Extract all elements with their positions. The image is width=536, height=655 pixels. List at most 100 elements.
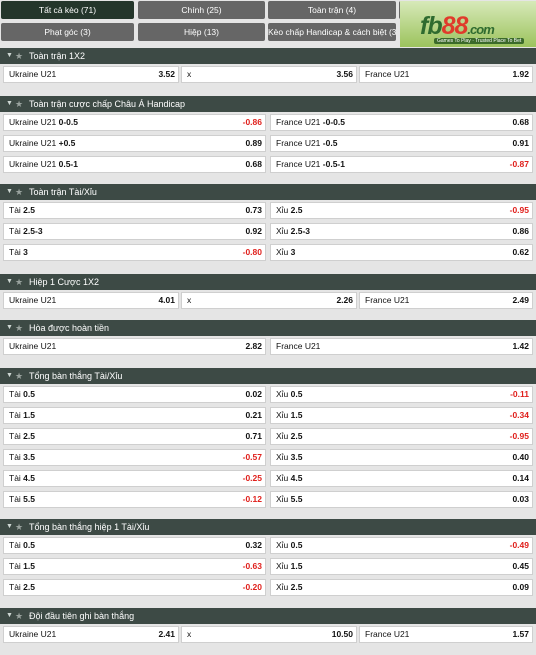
odds-value: -0.20 — [242, 582, 262, 592]
odds-value: 0.62 — [512, 247, 529, 257]
selection-label: Xỉu 2.5-3 — [276, 226, 311, 236]
odds-button[interactable]: Ukraine U21 4.01 — [3, 292, 179, 309]
odds-button[interactable]: Ukraine U21 2.41 — [3, 626, 179, 643]
odds-button[interactable]: Xỉu 1.5 0.45 — [270, 558, 533, 575]
collapse-arrow-icon[interactable]: ▼ — [6, 324, 13, 331]
selection-label: Xỉu 2.5 — [276, 431, 303, 441]
favorite-star-icon[interactable]: ★ — [15, 277, 24, 287]
section-header[interactable]: ▼ ★ Đội đầu tiên ghi bàn thắng — [0, 608, 536, 624]
odds-button[interactable]: Xỉu 2.5 -0.95 — [270, 202, 533, 219]
odds-button[interactable]: x 2.26 — [181, 292, 357, 309]
odds-button[interactable]: Tài 3 -0.80 — [3, 244, 266, 261]
odds-button[interactable]: x 3.56 — [181, 66, 357, 83]
odds-button[interactable]: Tài 0.5 0.02 — [3, 386, 266, 403]
odds-button[interactable]: Tài 2.5 0.71 — [3, 428, 266, 445]
odds-button[interactable]: Tài 4.5 -0.25 — [3, 470, 266, 487]
odds-value: -0.87 — [509, 159, 529, 169]
odds-button[interactable]: Xỉu 2.5-3 0.86 — [270, 223, 533, 240]
odds-button[interactable]: France U21 -0-0.5 0.68 — [270, 114, 533, 131]
section-title: Toàn trận cược chấp Châu Á Handicap — [29, 99, 186, 109]
collapse-arrow-icon[interactable]: ▼ — [6, 372, 13, 379]
selection-label: France U21 -0.5-1 — [276, 159, 345, 169]
handicap-line: 5.5 — [20, 494, 35, 504]
odds-value: 0.45 — [512, 561, 529, 571]
odds-button[interactable]: Tài 0.5 0.32 — [3, 537, 266, 554]
odds-button[interactable]: Xỉu 2.5 0.09 — [270, 579, 533, 596]
selection-label: France U21 — [365, 69, 410, 79]
odds-button[interactable]: Tài 2.5 -0.20 — [3, 579, 266, 596]
odds-button[interactable]: Ukraine U21 0-0.5 -0.86 — [3, 114, 266, 131]
section-header[interactable]: ▼ ★ Tổng bàn thắng Tài/Xỉu — [0, 368, 536, 384]
handicap-line: 2.5 — [288, 205, 303, 215]
odds-button[interactable]: Xỉu 4.5 0.14 — [270, 470, 533, 487]
odds-value: -0.86 — [242, 117, 262, 127]
odds-button[interactable]: Tài 3.5 -0.57 — [3, 449, 266, 466]
collapse-arrow-icon[interactable]: ▼ — [6, 188, 13, 195]
odds-button[interactable]: Xỉu 2.5 -0.95 — [270, 428, 533, 445]
tab-4[interactable]: Phạt góc (3) — [1, 23, 134, 41]
odds-button[interactable]: France U21 -0.5 0.91 — [270, 135, 533, 152]
odds-button[interactable]: Tài 1.5 0.21 — [3, 407, 266, 424]
collapse-arrow-icon[interactable]: ▼ — [6, 523, 13, 530]
odds-button[interactable]: France U21 1.92 — [359, 66, 533, 83]
collapse-arrow-icon[interactable]: ▼ — [6, 612, 13, 619]
odds-button[interactable]: Tài 2.5 0.73 — [3, 202, 266, 219]
selection-label: Tài 1.5 — [9, 410, 35, 420]
favorite-star-icon[interactable]: ★ — [15, 611, 24, 621]
odds-button[interactable]: Xỉu 1.5 -0.34 — [270, 407, 533, 424]
selection-label: Ukraine U21 — [9, 629, 57, 639]
odds-button[interactable]: Xỉu 3 0.62 — [270, 244, 533, 261]
odds-button[interactable]: Ukraine U21 +0.5 0.89 — [3, 135, 266, 152]
section-header[interactable]: ▼ ★ Hòa được hoàn tiền — [0, 320, 536, 336]
odds-button[interactable]: Xỉu 0.5 -0.49 — [270, 537, 533, 554]
tab-0[interactable]: Tất cả kèo (71) — [1, 1, 134, 19]
section-header[interactable]: ▼ ★ Hiệp 1 Cược 1X2 — [0, 274, 536, 290]
favorite-star-icon[interactable]: ★ — [15, 371, 24, 381]
section-header[interactable]: ▼ ★ Toàn trận 1X2 — [0, 48, 536, 64]
odds-value: 0.68 — [245, 159, 262, 169]
odds-button[interactable]: Tài 5.5 -0.12 — [3, 491, 266, 508]
favorite-star-icon[interactable]: ★ — [15, 323, 24, 333]
handicap-line: 2.5-3 — [288, 226, 311, 236]
odds-button[interactable]: Ukraine U21 2.82 — [3, 338, 266, 355]
odds-button[interactable]: Ukraine U21 0.5-1 0.68 — [3, 156, 266, 173]
favorite-star-icon[interactable]: ★ — [15, 187, 24, 197]
odds-button[interactable]: Xỉu 3.5 0.40 — [270, 449, 533, 466]
selection-label: Tài 3.5 — [9, 452, 35, 462]
favorite-star-icon[interactable]: ★ — [15, 522, 24, 532]
tab-1[interactable]: Chính (25) — [138, 1, 265, 19]
section-header[interactable]: ▼ ★ Toàn trận Tài/Xỉu — [0, 184, 536, 200]
handicap-line: 2.5 — [20, 431, 35, 441]
odds-button[interactable]: Tài 1.5 -0.63 — [3, 558, 266, 575]
odds-button[interactable]: Xỉu 5.5 0.03 — [270, 491, 533, 508]
selection-label: Tài 4.5 — [9, 473, 35, 483]
odds-button[interactable]: France U21 -0.5-1 -0.87 — [270, 156, 533, 173]
handicap-line: 0.5 — [20, 389, 35, 399]
handicap-line: 4.5 — [20, 473, 35, 483]
favorite-star-icon[interactable]: ★ — [15, 51, 24, 61]
favorite-star-icon[interactable]: ★ — [15, 99, 24, 109]
odds-button[interactable]: Ukraine U21 3.52 — [3, 66, 179, 83]
tab-2[interactable]: Toàn trận (4) — [268, 1, 396, 19]
odds-button[interactable]: Tài 2.5-3 0.92 — [3, 223, 266, 240]
odds-button[interactable]: France U21 1.57 — [359, 626, 533, 643]
collapse-arrow-icon[interactable]: ▼ — [6, 52, 13, 59]
selection-label: Tài 5.5 — [9, 494, 35, 504]
selection-label: Tài 2.5-3 — [9, 226, 43, 236]
handicap-line: 0.5 — [288, 540, 303, 550]
section-header[interactable]: ▼ ★ Toàn trận cược chấp Châu Á Handicap — [0, 96, 536, 112]
odds-button[interactable]: France U21 2.49 — [359, 292, 533, 309]
selection-label: Tài 0.5 — [9, 389, 35, 399]
odds-button[interactable]: France U21 1.42 — [270, 338, 533, 355]
tab-5[interactable]: Hiệp (13) — [138, 23, 265, 41]
handicap-line: -0.5-1 — [320, 159, 345, 169]
odds-value: 0.68 — [512, 117, 529, 127]
section-header[interactable]: ▼ ★ Tổng bàn thắng hiệp 1 Tài/Xỉu — [0, 519, 536, 535]
tab-6[interactable]: Kèo chấp Handicap & cách biệt (3) — [268, 23, 396, 41]
collapse-arrow-icon[interactable]: ▼ — [6, 100, 13, 107]
odds-button[interactable]: x 10.50 — [181, 626, 357, 643]
handicap-line: 2.5-3 — [20, 226, 43, 236]
odds-button[interactable]: Xỉu 0.5 -0.11 — [270, 386, 533, 403]
odds-value: -0.34 — [509, 410, 529, 420]
collapse-arrow-icon[interactable]: ▼ — [6, 278, 13, 285]
